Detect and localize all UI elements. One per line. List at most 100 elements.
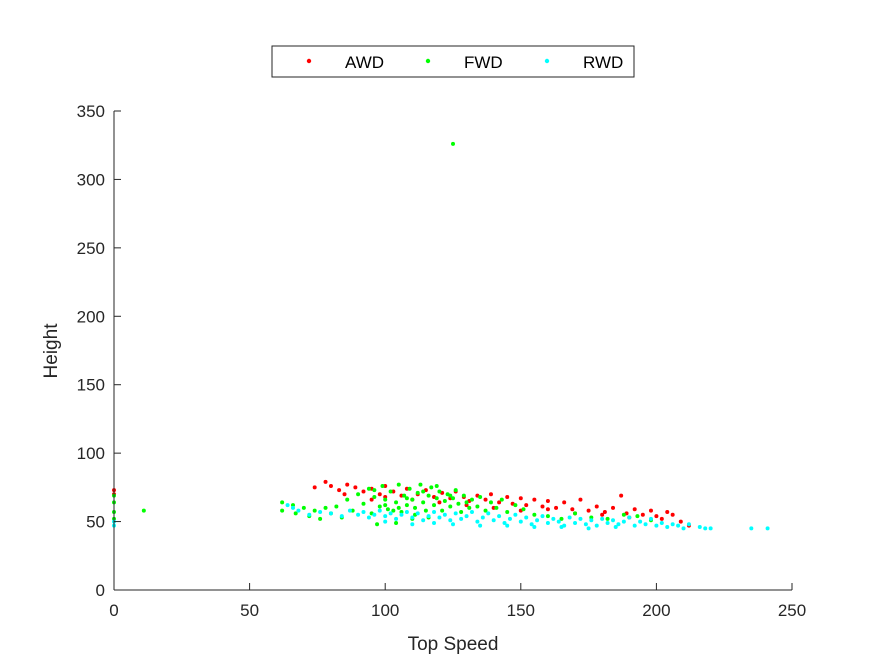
- data-point-rwd-27: [448, 518, 453, 523]
- points-layer: [112, 141, 770, 531]
- data-point-rwd-13: [372, 512, 377, 517]
- data-point-rwd-83: [613, 525, 618, 530]
- data-point-awd-57: [545, 507, 550, 512]
- data-point-fwd-64: [499, 497, 504, 502]
- data-point-rwd-77: [451, 522, 455, 527]
- data-point-rwd-57: [611, 518, 616, 523]
- data-point-awd-24: [483, 497, 488, 502]
- data-point-awd-33: [545, 499, 550, 504]
- data-point-fwd-45: [434, 496, 439, 501]
- data-point-rwd-68: [670, 522, 675, 527]
- data-point-rwd-4: [296, 508, 301, 513]
- legend-marker-rwd: [544, 58, 550, 64]
- data-point-awd-41: [611, 505, 616, 510]
- data-point-fwd-50: [448, 504, 453, 509]
- data-point-awd-7: [353, 485, 358, 490]
- data-point-fwd-38: [415, 490, 420, 495]
- data-point-fwd-67: [521, 507, 526, 512]
- data-point-fwd-87: [372, 488, 377, 493]
- data-point-rwd-56: [605, 520, 610, 525]
- data-point-rwd-38: [507, 516, 512, 521]
- data-point-fwd-13: [318, 516, 323, 521]
- data-point-rwd-34: [486, 511, 491, 516]
- data-point-rwd-84: [410, 522, 415, 527]
- data-point-fwd-36: [410, 497, 415, 502]
- data-point-rwd-14: [377, 508, 382, 513]
- data-point-fwd-0: [451, 141, 455, 146]
- data-point-rwd-62: [638, 519, 643, 524]
- data-point-fwd-46: [437, 489, 442, 494]
- data-point-fwd-35: [407, 486, 412, 491]
- data-point-fwd-65: [505, 509, 510, 514]
- data-point-awd-64: [342, 492, 347, 497]
- data-point-rwd-36: [497, 514, 502, 519]
- data-point-rwd-2: [285, 503, 290, 508]
- data-point-awd-50: [670, 512, 675, 517]
- data-point-fwd-69: [545, 514, 550, 519]
- y-tick-label-4: 200: [77, 307, 105, 326]
- data-point-fwd-58: [469, 497, 474, 502]
- data-point-awd-59: [600, 512, 605, 517]
- data-point-fwd-63: [494, 505, 499, 510]
- data-point-fwd-42: [426, 493, 431, 498]
- data-point-fwd-85: [448, 493, 453, 498]
- data-point-rwd-45: [545, 520, 550, 525]
- data-point-rwd-74: [708, 526, 713, 531]
- data-point-rwd-81: [559, 525, 564, 530]
- data-point-rwd-42: [529, 522, 534, 527]
- data-point-rwd-12: [366, 515, 371, 520]
- data-point-awd-45: [640, 512, 645, 517]
- data-point-fwd-56: [464, 500, 469, 505]
- data-point-awd-51: [678, 519, 683, 524]
- data-point-awd-8: [361, 489, 366, 494]
- data-point-rwd-17: [394, 516, 399, 521]
- data-point-awd-54: [464, 503, 469, 508]
- data-point-fwd-52: [453, 488, 458, 493]
- x-tick-label-5: 250: [778, 601, 806, 620]
- data-point-fwd-71: [573, 511, 578, 516]
- data-point-fwd-24: [372, 494, 377, 499]
- data-point-awd-44: [632, 507, 637, 512]
- data-point-awd-6: [345, 482, 350, 487]
- y-tick-label-3: 150: [77, 376, 105, 395]
- data-point-fwd-25: [377, 504, 382, 509]
- data-point-awd-29: [518, 496, 523, 501]
- data-point-fwd-40: [421, 500, 426, 505]
- data-point-rwd-39: [513, 512, 518, 517]
- x-tick-label-3: 150: [507, 601, 535, 620]
- data-point-fwd-70: [559, 516, 564, 521]
- data-point-fwd-34: [404, 503, 409, 508]
- data-point-rwd-53: [589, 518, 594, 523]
- data-point-awd-49: [665, 509, 670, 514]
- data-point-rwd-24: [432, 509, 437, 514]
- data-point-fwd-43: [429, 485, 434, 490]
- data-point-fwd-7: [280, 508, 285, 513]
- data-point-fwd-39: [418, 482, 423, 487]
- data-point-fwd-77: [375, 522, 380, 527]
- legend-label-fwd: FWD: [464, 53, 503, 72]
- data-point-rwd-32: [475, 519, 480, 524]
- data-point-rwd-52: [583, 522, 588, 527]
- data-point-rwd-75: [749, 526, 754, 531]
- data-point-rwd-18: [399, 512, 404, 517]
- data-point-rwd-85: [383, 519, 388, 524]
- data-point-awd-48: [659, 516, 664, 521]
- data-point-rwd-23: [426, 514, 431, 519]
- data-point-fwd-16: [334, 504, 339, 509]
- data-point-fwd-37: [413, 505, 418, 510]
- data-point-rwd-21: [415, 511, 420, 516]
- data-point-rwd-79: [505, 523, 510, 528]
- data-point-fwd-48: [442, 499, 447, 504]
- legend-label-awd: AWD: [345, 53, 384, 72]
- data-point-rwd-80: [532, 525, 537, 530]
- y-tick-label-1: 50: [86, 513, 105, 532]
- data-point-awd-42: [619, 493, 624, 498]
- data-point-fwd-53: [456, 501, 461, 506]
- data-point-rwd-65: [654, 523, 659, 528]
- data-point-fwd-9: [293, 511, 298, 516]
- data-point-rwd-72: [697, 525, 702, 530]
- data-point-awd-2: [312, 485, 317, 490]
- data-point-rwd-54: [594, 523, 599, 528]
- data-point-fwd-81: [391, 508, 396, 513]
- data-point-awd-27: [505, 494, 510, 499]
